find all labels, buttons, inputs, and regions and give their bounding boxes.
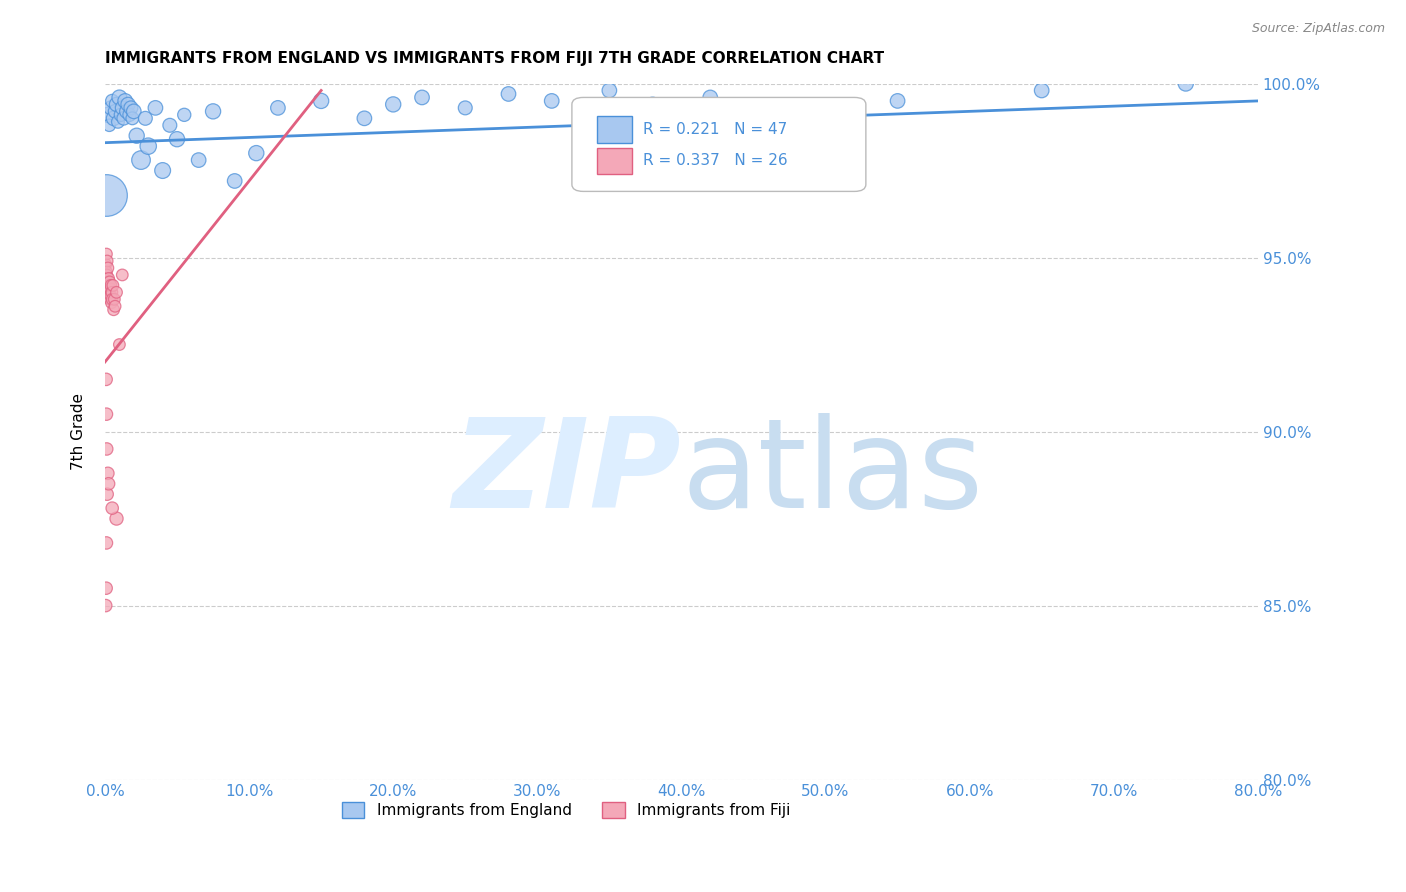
Point	[118, 108, 141, 122]
Point	[100, 282, 122, 296]
Point	[101, 285, 124, 300]
FancyBboxPatch shape	[598, 116, 631, 143]
Point	[112, 112, 135, 126]
Point	[145, 101, 167, 115]
Point	[122, 104, 145, 119]
Point	[97, 271, 120, 285]
Point	[103, 293, 125, 307]
Point	[699, 90, 721, 104]
Point	[152, 163, 174, 178]
Text: Source: ZipAtlas.com: Source: ZipAtlas.com	[1251, 22, 1385, 36]
Point	[267, 101, 290, 115]
Point	[101, 278, 124, 293]
Point	[1174, 77, 1197, 91]
Point	[96, 407, 118, 421]
Point	[100, 101, 122, 115]
Point	[353, 112, 375, 126]
Point	[97, 275, 120, 289]
Point	[100, 289, 122, 303]
Point	[108, 337, 131, 351]
Point	[121, 112, 143, 126]
Point	[224, 174, 246, 188]
Point	[641, 97, 664, 112]
Point	[202, 104, 225, 119]
Point	[96, 254, 118, 268]
Point	[598, 83, 620, 97]
Text: ZIP: ZIP	[453, 413, 682, 533]
Point	[173, 108, 195, 122]
Point	[115, 104, 138, 119]
Point	[94, 581, 117, 595]
Point	[94, 372, 117, 386]
Y-axis label: 7th Grade: 7th Grade	[72, 393, 86, 470]
Text: R = 0.337   N = 26: R = 0.337 N = 26	[644, 153, 787, 169]
Point	[104, 299, 127, 313]
Point	[540, 94, 562, 108]
Point	[245, 146, 267, 161]
Point	[1031, 83, 1053, 97]
Point	[94, 187, 117, 202]
FancyBboxPatch shape	[572, 97, 866, 192]
Point	[100, 278, 122, 293]
Point	[125, 128, 148, 143]
Point	[98, 278, 121, 293]
Point	[742, 104, 765, 119]
Point	[166, 132, 188, 146]
Point	[98, 118, 121, 132]
Legend: Immigrants from England, Immigrants from Fiji: Immigrants from England, Immigrants from…	[336, 796, 797, 824]
Point	[97, 108, 120, 122]
Point	[103, 112, 125, 126]
Point	[94, 599, 117, 613]
Point	[98, 285, 121, 300]
Point	[105, 285, 128, 300]
Text: R = 0.221   N = 47: R = 0.221 N = 47	[644, 122, 787, 137]
Point	[101, 293, 124, 307]
Point	[96, 442, 118, 456]
Point	[105, 511, 128, 525]
Point	[120, 101, 142, 115]
Point	[309, 94, 332, 108]
Point	[498, 87, 520, 101]
Point	[117, 97, 139, 112]
Point	[100, 295, 122, 310]
Point	[97, 476, 120, 491]
Point	[103, 302, 125, 317]
Point	[187, 153, 209, 167]
Point	[94, 264, 117, 278]
Point	[134, 112, 156, 126]
Point	[94, 258, 117, 272]
Point	[97, 467, 120, 481]
Point	[105, 97, 128, 112]
Text: atlas: atlas	[682, 413, 984, 533]
Point	[886, 94, 908, 108]
Point	[97, 282, 120, 296]
Point	[159, 118, 181, 132]
Point	[96, 487, 118, 501]
Point	[104, 104, 127, 119]
Point	[98, 293, 121, 307]
Point	[111, 268, 134, 282]
FancyBboxPatch shape	[598, 147, 631, 174]
Text: IMMIGRANTS FROM ENGLAND VS IMMIGRANTS FROM FIJI 7TH GRADE CORRELATION CHART: IMMIGRANTS FROM ENGLAND VS IMMIGRANTS FR…	[105, 51, 884, 66]
Point	[98, 275, 121, 289]
Point	[107, 115, 129, 129]
Point	[111, 101, 134, 115]
Point	[114, 94, 136, 108]
Point	[96, 268, 118, 282]
Point	[454, 101, 477, 115]
Point	[411, 90, 433, 104]
Point	[96, 536, 118, 550]
Point	[97, 260, 120, 275]
Point	[108, 90, 131, 104]
Point	[136, 139, 159, 153]
Point	[101, 501, 124, 516]
Point	[129, 153, 152, 167]
Point	[96, 247, 118, 261]
Point	[110, 108, 132, 122]
Point	[382, 97, 405, 112]
Point	[101, 94, 124, 108]
